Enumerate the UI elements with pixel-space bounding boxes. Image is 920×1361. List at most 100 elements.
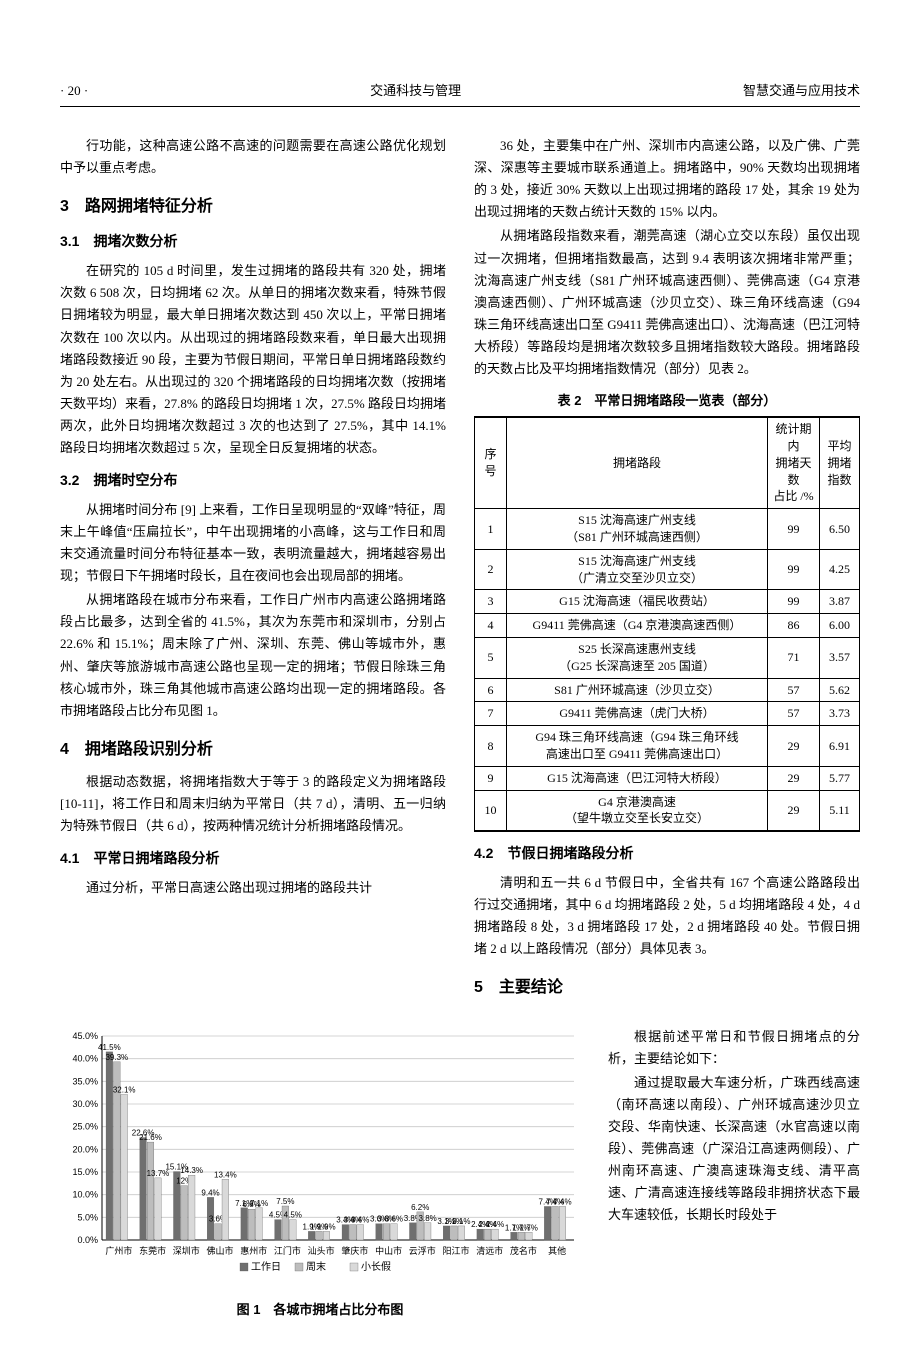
svg-text:25.0%: 25.0% bbox=[72, 1121, 98, 1131]
table-cell: 29 bbox=[768, 726, 820, 767]
table-cell: S25 长深高速惠州支线（G25 长深高速至 205 国道） bbox=[507, 637, 768, 678]
paragraph: 通过分析，平常日高速公路出现过拥堵的路段共计 bbox=[60, 877, 446, 899]
table-cell: G15 沈海高速（福民收费站） bbox=[507, 590, 768, 614]
right-column: 36 处，主要集中在广州、深圳市内高速公路，以及广佛、广莞深、深惠等主要城市联系… bbox=[474, 135, 860, 1009]
paragraph: 清明和五一共 6 d 节假日中，全省共有 167 个高速公路路段出行过交通拥堵，… bbox=[474, 872, 860, 960]
table-cell: 5.77 bbox=[820, 766, 860, 790]
svg-text:广州市: 广州市 bbox=[105, 1245, 132, 1256]
table-cell: 3 bbox=[475, 590, 507, 614]
svg-text:工作日: 工作日 bbox=[251, 1261, 281, 1273]
table-row: 10G4 京港澳高速（望牛墩立交至长安立交）295.11 bbox=[475, 790, 860, 831]
svg-text:1.9%: 1.9% bbox=[317, 1222, 335, 1231]
table-cell: G9411 莞佛高速（虎门大桥） bbox=[507, 702, 768, 726]
svg-text:21.6%: 21.6% bbox=[139, 1133, 162, 1142]
table-row: 4G9411 莞佛高速（G4 京港澳高速西侧）866.00 bbox=[475, 614, 860, 638]
two-column-layout: 行功能，这种高速公路不高速的问题需要在高速公路优化规划中予以重点考虑。 3 路网… bbox=[60, 135, 860, 1009]
table-cell: 6.50 bbox=[820, 509, 860, 550]
table-cell: 5 bbox=[475, 637, 507, 678]
svg-text:20.0%: 20.0% bbox=[72, 1144, 98, 1154]
figure-1-chart: 0.0%5.0%10.0%15.0%20.0%25.0%30.0%35.0%40… bbox=[60, 1026, 580, 1321]
table-cell: 29 bbox=[768, 790, 820, 831]
table-cell: 8 bbox=[475, 726, 507, 767]
table-cell: 9 bbox=[475, 766, 507, 790]
svg-text:10.0%: 10.0% bbox=[72, 1189, 98, 1199]
table-cell: 7 bbox=[475, 702, 507, 726]
svg-text:2.4%: 2.4% bbox=[486, 1220, 504, 1229]
table-cell: G15 沈海高速（巴江河特大桥段） bbox=[507, 766, 768, 790]
header-right: 智慧交通与应用技术 bbox=[743, 80, 860, 102]
paragraph: 从拥堵路段在城市分布来看，工作日广州市内高速公路拥堵路段占比最多，达到全省的 4… bbox=[60, 589, 446, 722]
header-left: · 20 · bbox=[60, 80, 88, 102]
table-cell: G94 珠三角环线高速（G94 珠三角环线高速出口至 G9411 莞佛高速出口） bbox=[507, 726, 768, 767]
svg-text:14.3%: 14.3% bbox=[180, 1166, 203, 1175]
svg-text:3.1%: 3.1% bbox=[452, 1216, 470, 1225]
paragraph: 从拥堵路段指数来看，潮莞高速（湖心立交以东段）虽仅出现过一次拥堵，但拥堵指数最高… bbox=[474, 225, 860, 380]
paragraph: 36 处，主要集中在广州、深圳市内高速公路，以及广佛、广莞深、深惠等主要城市联系… bbox=[474, 135, 860, 223]
table-cell: 5.11 bbox=[820, 790, 860, 831]
paragraph: 行功能，这种高速公路不高速的问题需要在高速公路优化规划中予以重点考虑。 bbox=[60, 135, 446, 179]
page-header: · 20 · 交通科技与管理 智慧交通与应用技术 bbox=[60, 80, 860, 107]
svg-text:7.4%: 7.4% bbox=[553, 1197, 571, 1206]
svg-text:40.0%: 40.0% bbox=[72, 1053, 98, 1063]
svg-text:阳江市: 阳江市 bbox=[442, 1245, 469, 1256]
svg-text:汕头市: 汕头市 bbox=[308, 1245, 335, 1256]
svg-text:东莞市: 东莞市 bbox=[139, 1245, 166, 1256]
table-row: 9G15 沈海高速（巴江河特大桥段）295.77 bbox=[475, 766, 860, 790]
table-cell: 3.57 bbox=[820, 637, 860, 678]
svg-text:深圳市: 深圳市 bbox=[173, 1245, 200, 1256]
section-5-continued: 根据前述平常日和节假日拥堵点的分析，主要结论如下： 通过提取最大车速分析，广珠西… bbox=[608, 1026, 860, 1229]
table-col-0: 序号 bbox=[475, 417, 507, 508]
table-cell: 5.62 bbox=[820, 678, 860, 702]
svg-text:7.1%: 7.1% bbox=[250, 1198, 268, 1207]
bar-chart-svg: 0.0%5.0%10.0%15.0%20.0%25.0%30.0%35.0%40… bbox=[60, 1026, 580, 1286]
section-4-title: 4 拥堵路段识别分析 bbox=[60, 736, 446, 763]
table-cell: 29 bbox=[768, 766, 820, 790]
subsection-3-1-title: 3.1 拥堵次数分析 bbox=[60, 230, 446, 254]
table-cell: 2 bbox=[475, 549, 507, 590]
table-cell: S15 沈海高速广州支线（广清立交至沙贝立交） bbox=[507, 549, 768, 590]
svg-text:3.4%: 3.4% bbox=[351, 1215, 369, 1224]
svg-text:周末: 周末 bbox=[306, 1260, 326, 1273]
table-cell: 10 bbox=[475, 790, 507, 831]
svg-text:肇庆市: 肇庆市 bbox=[341, 1245, 368, 1256]
table-row: 3G15 沈海高速（福民收费站）993.87 bbox=[475, 590, 860, 614]
table-cell: G9411 莞佛高速（G4 京港澳高速西侧） bbox=[507, 614, 768, 638]
svg-text:41.5%: 41.5% bbox=[98, 1042, 121, 1051]
svg-text:云浮市: 云浮市 bbox=[409, 1245, 436, 1256]
table-cell: 6.00 bbox=[820, 614, 860, 638]
svg-text:5.0%: 5.0% bbox=[77, 1212, 98, 1222]
paragraph: 从拥堵时间分布 [9] 上来看，工作日呈现明显的“双峰”特征，周末上午峰值“压扁… bbox=[60, 499, 446, 587]
svg-text:39.3%: 39.3% bbox=[105, 1052, 128, 1061]
svg-text:清远市: 清远市 bbox=[476, 1245, 503, 1256]
table-cell: 4 bbox=[475, 614, 507, 638]
subsection-3-2-title: 3.2 拥堵时空分布 bbox=[60, 469, 446, 493]
svg-text:其他: 其他 bbox=[548, 1245, 566, 1256]
svg-text:3.6%: 3.6% bbox=[385, 1214, 403, 1223]
svg-text:1.7%: 1.7% bbox=[520, 1223, 538, 1232]
table-row: 6S81 广州环城高速（沙贝立交）575.62 bbox=[475, 678, 860, 702]
table-cell: 3.73 bbox=[820, 702, 860, 726]
table-col-3: 平均拥堵指数 bbox=[820, 417, 860, 508]
svg-text:江门市: 江门市 bbox=[274, 1245, 301, 1256]
table-2: 序号拥堵路段统计期内拥堵天数占比 /%平均拥堵指数 1S15 沈海高速广州支线（… bbox=[474, 416, 860, 832]
table-cell: 4.25 bbox=[820, 549, 860, 590]
table-cell: 6.91 bbox=[820, 726, 860, 767]
svg-text:惠州市: 惠州市 bbox=[240, 1245, 267, 1256]
section-3-title: 3 路网拥堵特征分析 bbox=[60, 193, 446, 220]
table-cell: 99 bbox=[768, 509, 820, 550]
table-cell: 1 bbox=[475, 509, 507, 550]
paragraph: 通过提取最大车速分析，广珠西线高速（南环高速以南段）、广州环城高速沙贝立交段、华… bbox=[608, 1072, 860, 1227]
svg-text:9.4%: 9.4% bbox=[201, 1188, 219, 1197]
svg-text:6.2%: 6.2% bbox=[411, 1202, 429, 1211]
table-cell: G4 京港澳高速（望牛墩立交至长安立交） bbox=[507, 790, 768, 831]
table-cell: 3.87 bbox=[820, 590, 860, 614]
svg-text:0.0%: 0.0% bbox=[77, 1235, 98, 1245]
subsection-4-2-title: 4.2 节假日拥堵路段分析 bbox=[474, 842, 860, 866]
table-col-1: 拥堵路段 bbox=[507, 417, 768, 508]
table-cell: 99 bbox=[768, 590, 820, 614]
table-header-row: 序号拥堵路段统计期内拥堵天数占比 /%平均拥堵指数 bbox=[475, 417, 860, 508]
table-row: 5S25 长深高速惠州支线（G25 长深高速至 205 国道）713.57 bbox=[475, 637, 860, 678]
paragraph: 根据动态数据，将拥堵指数大于等于 3 的路段定义为拥堵路段 [10-11]，将工… bbox=[60, 771, 446, 837]
table-cell: 99 bbox=[768, 549, 820, 590]
svg-text:32.1%: 32.1% bbox=[113, 1085, 136, 1094]
